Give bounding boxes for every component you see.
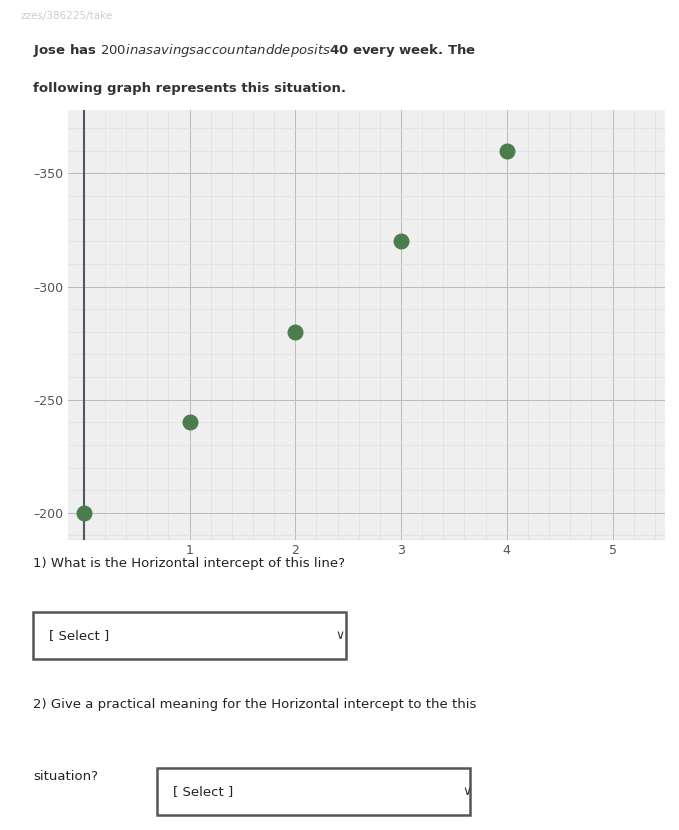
Point	[501, 144, 512, 158]
Point	[396, 235, 407, 248]
Text: [ Select ]: [ Select ]	[50, 629, 110, 642]
Point	[290, 325, 301, 339]
FancyBboxPatch shape	[157, 768, 470, 815]
Text: 2) Give a practical meaning for the Horizontal intercept to the this: 2) Give a practical meaning for the Hori…	[33, 698, 477, 711]
Text: 1) What is the Horizontal intercept of this line?: 1) What is the Horizontal intercept of t…	[33, 557, 345, 569]
Point	[184, 416, 195, 429]
Text: [ Select ]: [ Select ]	[173, 784, 234, 798]
FancyBboxPatch shape	[33, 613, 346, 659]
Text: situation?: situation?	[33, 770, 98, 784]
Text: ∨: ∨	[335, 629, 344, 642]
Point	[78, 506, 89, 520]
Text: following graph represents this situation.: following graph represents this situatio…	[33, 82, 346, 95]
Text: Jose has $200 in a savings account and deposits $40 every week. The: Jose has $200 in a savings account and d…	[33, 42, 477, 59]
Text: zzes/386225/take: zzes/386225/take	[20, 12, 112, 22]
Text: ∨: ∨	[462, 784, 471, 798]
